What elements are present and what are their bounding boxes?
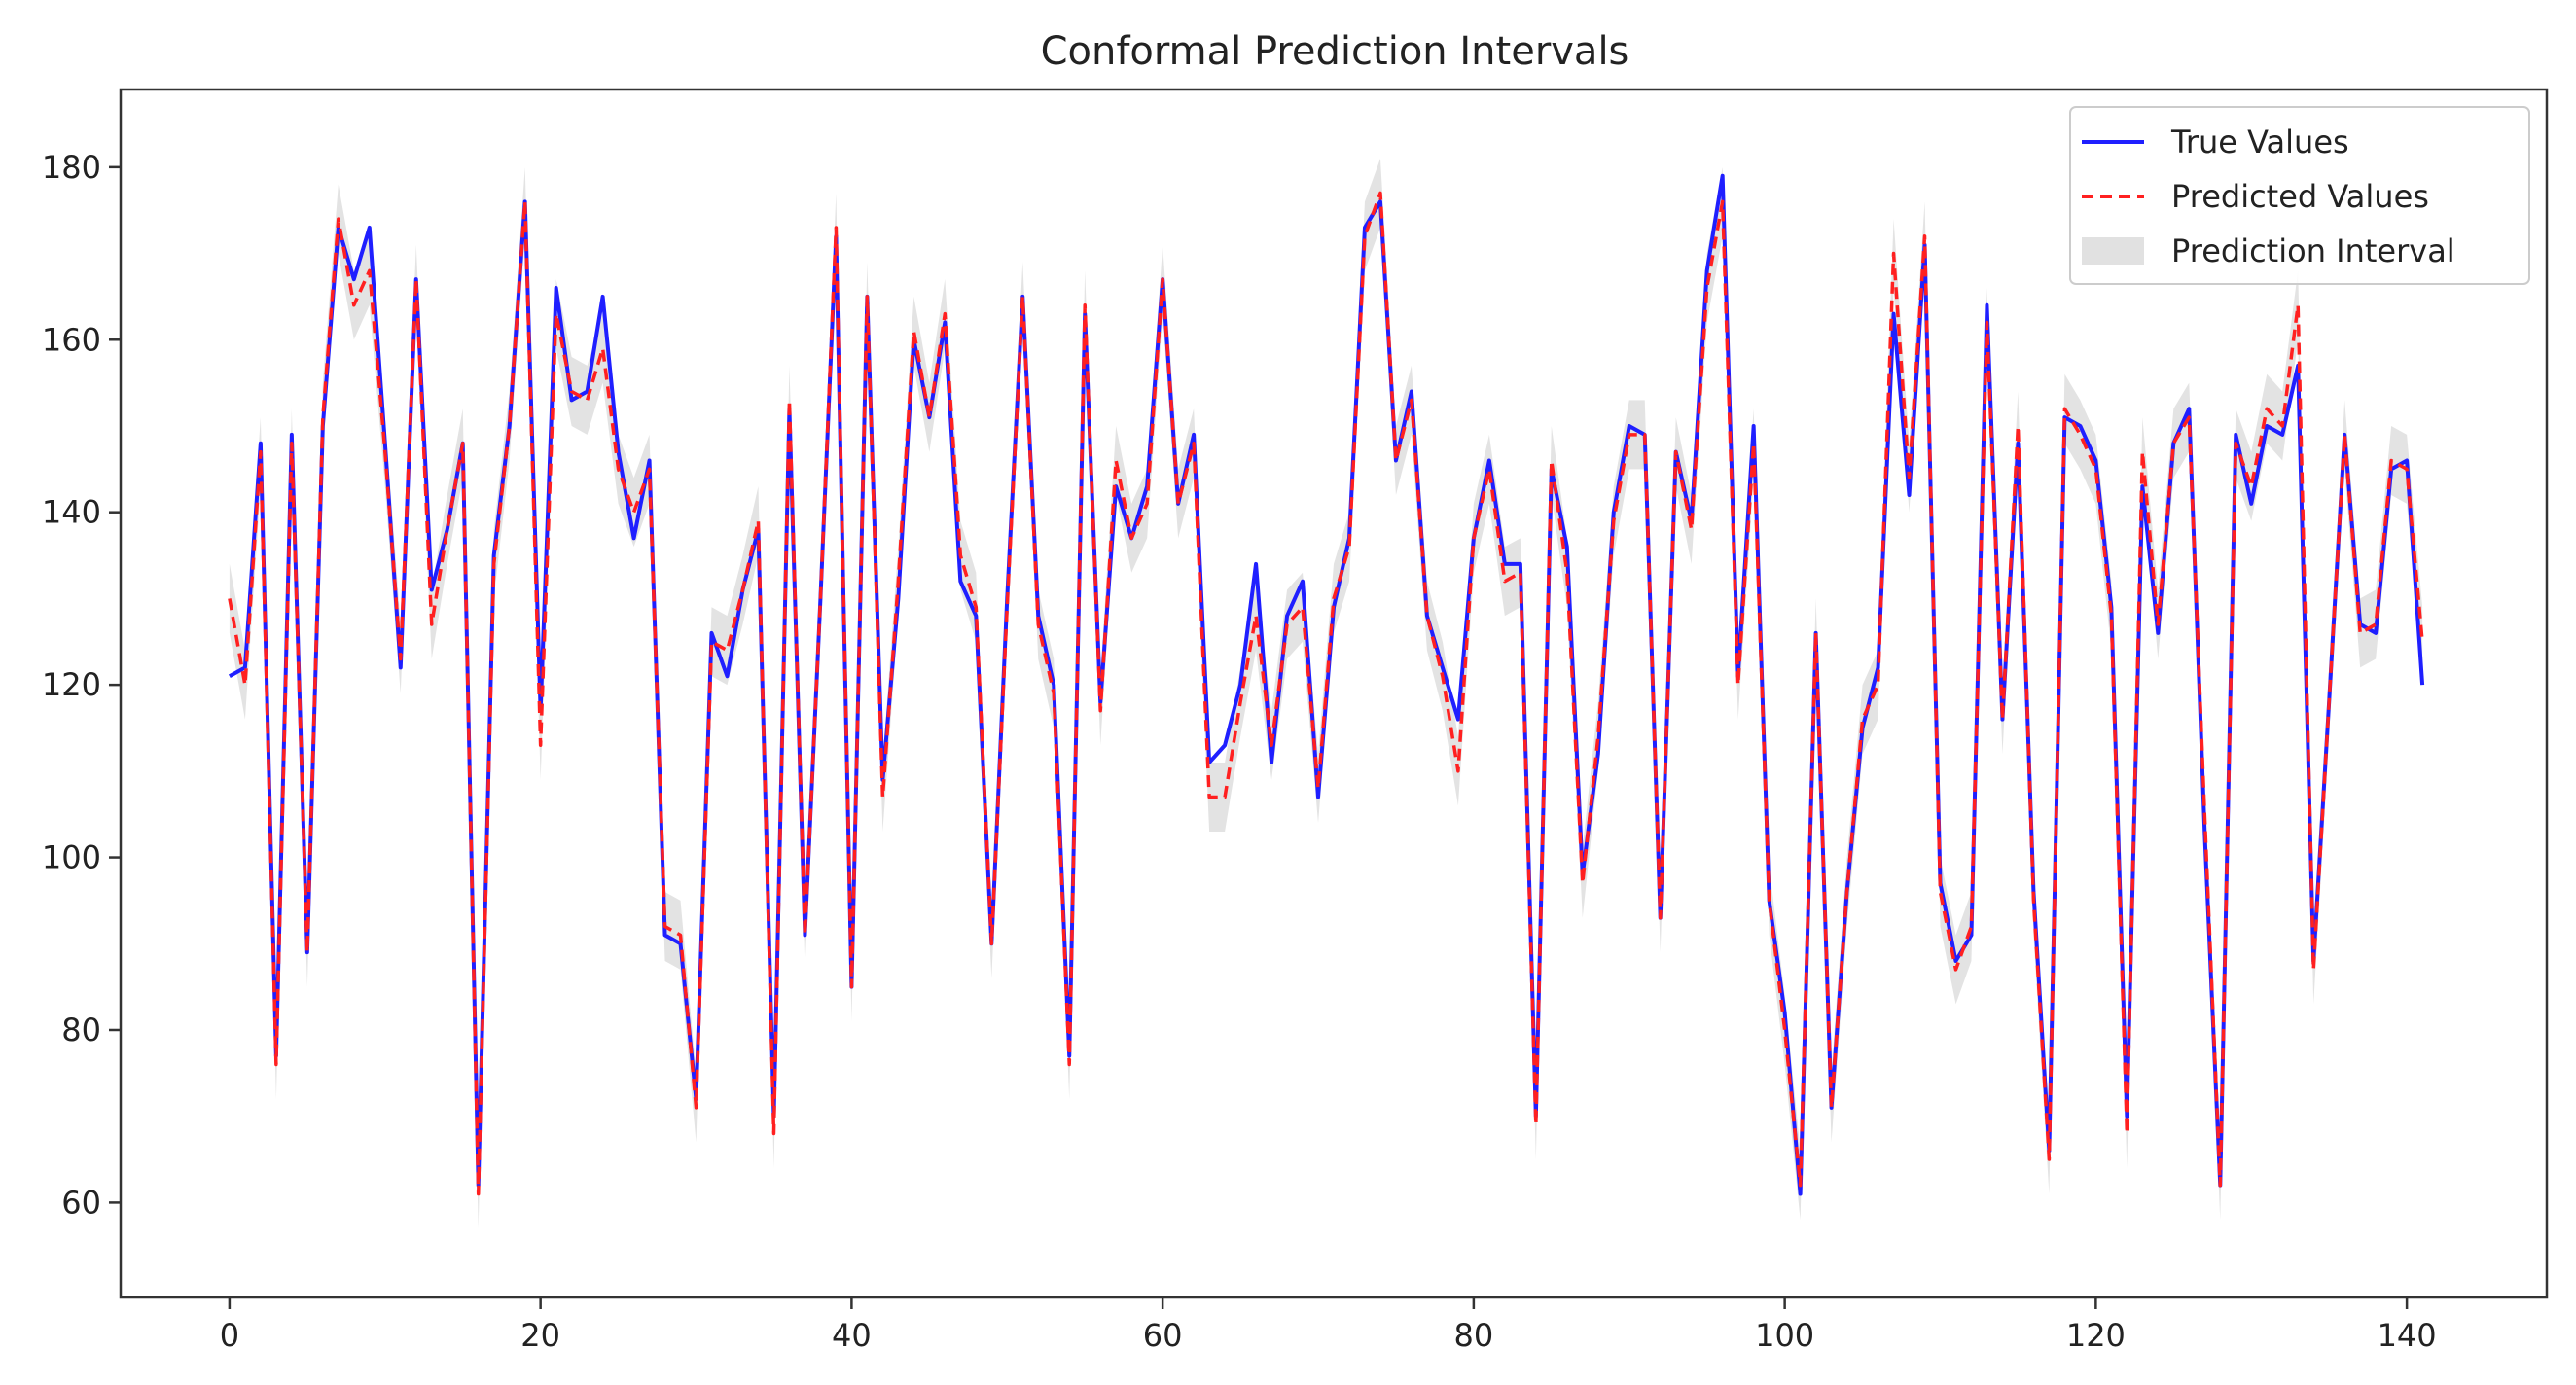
chart-title: Conformal Prediction Intervals — [1041, 29, 1629, 74]
legend-swatch-prediction-interval — [2082, 237, 2144, 265]
y-tick-label: 140 — [42, 494, 101, 531]
y-axis: 60 80 100 120 140 160 180 — [42, 149, 121, 1221]
y-tick-label: 180 — [42, 149, 101, 186]
y-tick-label: 120 — [42, 666, 101, 703]
legend-label-true-values: True Values — [2170, 124, 2349, 160]
y-tick-label: 60 — [61, 1184, 101, 1221]
legend: True Values Predicted Values Prediction In… — [2069, 106, 2530, 285]
x-tick-label: 80 — [1454, 1317, 1494, 1354]
y-tick-label: 100 — [42, 839, 101, 876]
x-axis: 0 20 40 60 80 100 120 140 — [220, 1297, 2437, 1354]
predicted-values-line — [228, 191, 2424, 1196]
x-tick-label: 140 — [2378, 1317, 2437, 1354]
plot-background — [121, 89, 2547, 1297]
x-tick-label: 100 — [1755, 1317, 1814, 1354]
x-tick-label: 0 — [220, 1317, 239, 1354]
x-tick-label: 120 — [2066, 1317, 2126, 1354]
legend-box — [2069, 106, 2530, 285]
series-layer — [228, 173, 2425, 1196]
x-tick-label: 40 — [832, 1317, 872, 1354]
legend-label-prediction-interval: Prediction Interval — [2171, 232, 2455, 269]
x-tick-label: 20 — [520, 1317, 560, 1354]
y-tick-label: 80 — [61, 1012, 101, 1048]
y-tick-label: 160 — [42, 321, 101, 358]
plot-frame — [119, 88, 2549, 1299]
legend-label-predicted-values: Predicted Values — [2171, 178, 2429, 215]
x-tick-label: 60 — [1143, 1317, 1183, 1354]
